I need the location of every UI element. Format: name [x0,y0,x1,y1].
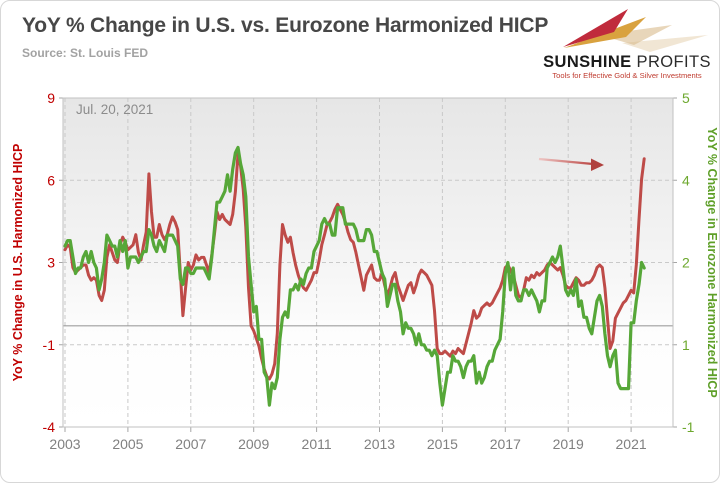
axis-tick-marks [59,97,677,432]
right-axis-tick-label: 5 [682,90,690,106]
left-axis-title: YoY % Change in U.S. Harmonized HICP [11,144,25,382]
logo-brand: SUNSHINE PROFITS [541,53,713,71]
page-title: YoY % Change in U.S. vs. Eurozone Harmon… [22,14,549,37]
x-axis-label: 2013 [364,436,395,452]
annotation-arrow-icon [538,157,604,171]
left-axis-tick-label: -4 [43,419,56,435]
source-label: Source: St. Louis FED [22,46,149,60]
right-axis-tick-label: 4 [682,172,690,188]
x-axis-label: 2005 [112,436,143,452]
right-axis-title: YoY % Change in Eurozone Harmonized HICP [705,127,719,397]
x-axis-label: 2021 [616,436,647,452]
left-axis-tick-label: 3 [47,255,55,271]
x-axis-label: 2003 [49,436,80,452]
date-annotation: Jul. 20, 2021 [76,102,153,117]
x-axis-label: 2015 [427,436,458,452]
left-axis-labels: 9 6 3 -1 -4 [43,90,56,435]
logo-brand-bold: SUNSHINE [543,53,632,71]
left-axis-tick-label: 6 [47,172,55,188]
x-axis-label: 2007 [175,436,206,452]
right-axis-tick-label: -1 [682,419,695,435]
logo-arrows-icon [563,9,708,52]
x-axis-labels: 2003 2005 2007 2009 2011 2013 2015 2017 2019 2021 [49,436,646,452]
eurozone-hicp-line [63,145,646,407]
right-axis-labels: 5 4 2 1 -1 [682,90,695,435]
right-axis-tick-label: 1 [682,337,690,353]
x-axis-label: 2017 [490,436,521,452]
sunshine-profits-logo: SUNSHINE PROFITS Tools for Effective Gol… [541,5,713,80]
right-axis-tick-label: 2 [682,255,690,271]
data-series [63,145,646,407]
left-axis-tick-label: -1 [43,337,56,353]
left-axis-tick-label: 9 [47,90,55,106]
logo-brand-light: PROFITS [631,53,711,71]
x-axis-label: 2011 [302,436,332,452]
x-axis-label: 2009 [238,436,269,452]
x-axis-label: 2019 [553,436,584,452]
plot-border [62,97,674,428]
logo-tagline: Tools for Effective Gold & Silver Invest… [552,71,702,81]
